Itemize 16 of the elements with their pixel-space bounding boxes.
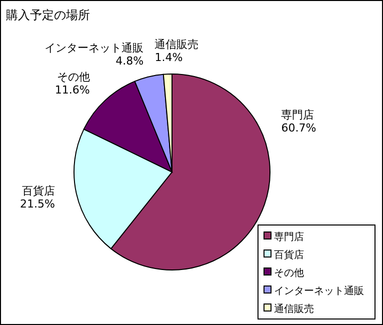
legend-label: 専門店 xyxy=(274,231,304,243)
data-label: 60.7% xyxy=(281,121,316,134)
chart-title: 購入予定の場所 xyxy=(6,8,90,22)
slice-label: インターネット通販 xyxy=(44,41,144,54)
slice-label: 百貨店 xyxy=(22,184,55,198)
data-label: 4.8% xyxy=(116,54,144,68)
legend-label: その他 xyxy=(274,267,304,279)
slice-label: 専門店 xyxy=(281,108,314,122)
data-label: 21.5% xyxy=(20,198,55,211)
data-label: 11.6% xyxy=(54,84,90,97)
legend-label: インターネット通販 xyxy=(274,285,364,297)
legend-label: 百貨店 xyxy=(274,249,304,261)
slice-label: その他 xyxy=(56,70,90,84)
slice-label: 通信販売 xyxy=(154,38,199,52)
legend-label: 通信販売 xyxy=(274,303,314,315)
data-label: 1.4% xyxy=(154,51,183,64)
